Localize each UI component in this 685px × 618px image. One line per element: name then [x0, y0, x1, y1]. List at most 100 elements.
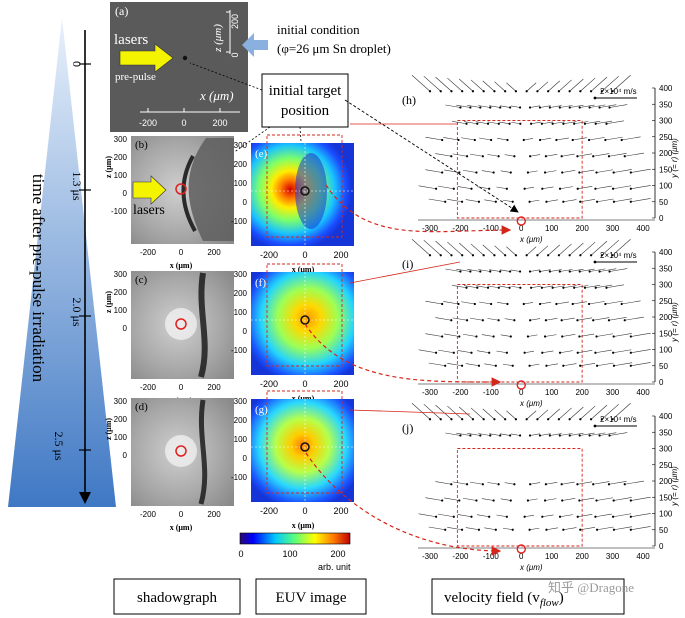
velocity-arrow: [463, 169, 477, 173]
velocity-arrow: [456, 268, 471, 272]
shadowgraph-x-tick: 200: [207, 383, 221, 392]
velocity-arrow: [589, 137, 605, 141]
velocity-arrow: [511, 121, 521, 125]
velocity-arrow: [478, 105, 491, 108]
velocity-arrow: [589, 432, 606, 436]
velocity-arrow-head: [450, 90, 453, 93]
velocity-arrow: [444, 497, 460, 501]
caption-box-euv: [255, 578, 367, 615]
velocity-arrow: [577, 350, 593, 354]
velocity-y-tick: 50: [659, 198, 668, 207]
caption-euv: EUV image: [276, 590, 347, 606]
velocity-arrow: [484, 199, 496, 203]
initial-target-marker: [516, 380, 526, 390]
velocity-arrow: [527, 170, 538, 173]
initial-target-marker: [175, 445, 187, 457]
euv-velocity-guide: [349, 261, 461, 284]
velocity-arrow: [612, 239, 631, 256]
velocity-arrow: [590, 76, 608, 92]
velocity-arrow: [558, 243, 572, 256]
shadowgraph-z-tick: 300: [114, 270, 128, 279]
velocity-y-tick: 350: [659, 100, 673, 109]
velocity-arrow-head: [513, 483, 516, 486]
velocity-y-tick: 300: [659, 281, 673, 290]
velocity-arrow: [580, 405, 596, 420]
velocity-arrow-head: [511, 364, 514, 367]
velocity-arrow: [529, 527, 540, 531]
velocity-y-tick: 300: [659, 117, 673, 126]
velocity-arrow-head: [469, 434, 472, 437]
velocity-arrow: [458, 78, 474, 92]
target-leader-h: [344, 99, 519, 213]
velocity-arrow-head: [592, 483, 595, 486]
velocity-x-label: x (μm): [519, 563, 543, 572]
velocity-arrow: [630, 332, 651, 337]
velocity-arrow: [499, 285, 510, 289]
velocity-arrow: [500, 170, 511, 173]
shadowgraph-panel-b: lasers (b) 300 200 100 0 -100 z (μm) -200 0 200 x (…: [104, 135, 234, 270]
velocity-arrow: [531, 121, 542, 125]
velocity-arrow: [569, 78, 584, 92]
velocity-arrow-head: [594, 515, 597, 518]
velocity-arrow: [606, 284, 624, 289]
velocity-arrow-head: [504, 90, 507, 93]
velocity-arrow: [572, 301, 587, 305]
velocity-arrow-head: [562, 528, 565, 531]
velocity-arrow-head: [450, 254, 453, 257]
velocity-arrow: [418, 513, 437, 518]
velocity-arrow: [487, 154, 499, 157]
velocity-arrow: [609, 268, 628, 272]
velocity-arrow: [524, 350, 534, 354]
velocity-arrow-head: [441, 302, 444, 306]
velocity-arrow-head: [579, 90, 582, 93]
shadowgraph-z-label: z (μm): [104, 418, 113, 440]
velocity-y-tick: 0: [659, 542, 664, 551]
velocity-arrow: [562, 498, 576, 501]
velocity-arrow: [577, 514, 593, 518]
velocity-arrow-head: [589, 90, 593, 93]
velocity-arrow: [613, 198, 633, 203]
velocity-arrow: [630, 198, 651, 203]
velocity-arrow: [601, 75, 619, 92]
velocity-arrow-head: [558, 106, 561, 109]
velocity-arrow-head: [545, 364, 548, 367]
velocity-arrow-head: [576, 187, 579, 190]
velocity-arrow-head: [576, 155, 579, 158]
velocity-scale-label: 2×10⁴ m/s: [600, 87, 637, 96]
velocity-arrow: [482, 244, 495, 256]
velocity-panel-i: 400 350 300 250 200 150 100 50 0 y (= r) (μm) -300…: [402, 239, 679, 408]
velocity-x-tick: -200: [452, 552, 469, 561]
velocity-arrow-head: [489, 106, 492, 109]
velocity-arrow: [574, 121, 589, 125]
velocity-arrow: [526, 410, 537, 420]
velocity-arrow-head: [506, 138, 509, 142]
colorbar-tick-0: 0: [238, 549, 243, 559]
velocity-arrow-head: [583, 286, 587, 289]
velocity-arrow-head: [530, 286, 533, 289]
velocity-arrow-head: [493, 418, 496, 421]
velocity-arrow: [527, 334, 538, 337]
velocity-y-tick: 0: [659, 378, 664, 387]
velocity-arrow-head: [526, 171, 530, 174]
shadowgraph-dark-region: [188, 138, 234, 241]
velocity-arrow: [595, 120, 613, 125]
velocity-arrow: [546, 199, 558, 203]
velocity-arrow: [599, 268, 617, 272]
velocity-arrow: [577, 186, 593, 190]
velocity-arrow-head: [623, 483, 626, 486]
velocity-arrow-head: [519, 286, 522, 289]
velocity-arrow: [563, 527, 577, 531]
velocity-arrow-head: [499, 434, 502, 437]
velocity-arrow: [425, 497, 443, 501]
euv-x-tick: -200: [260, 250, 278, 260]
velocity-x-label: x (μm): [519, 235, 543, 244]
velocity-arrow: [496, 186, 507, 190]
velocity-arrow-head: [508, 286, 511, 289]
velocity-arrow-head: [595, 171, 598, 174]
velocity-arrow: [524, 514, 534, 518]
velocity-arrow: [609, 104, 628, 108]
velocity-arrow-head: [441, 335, 444, 338]
velocity-arrow-head: [481, 483, 484, 486]
velocity-arrow-head: [551, 122, 554, 125]
velocity-arrow-head: [452, 187, 455, 190]
